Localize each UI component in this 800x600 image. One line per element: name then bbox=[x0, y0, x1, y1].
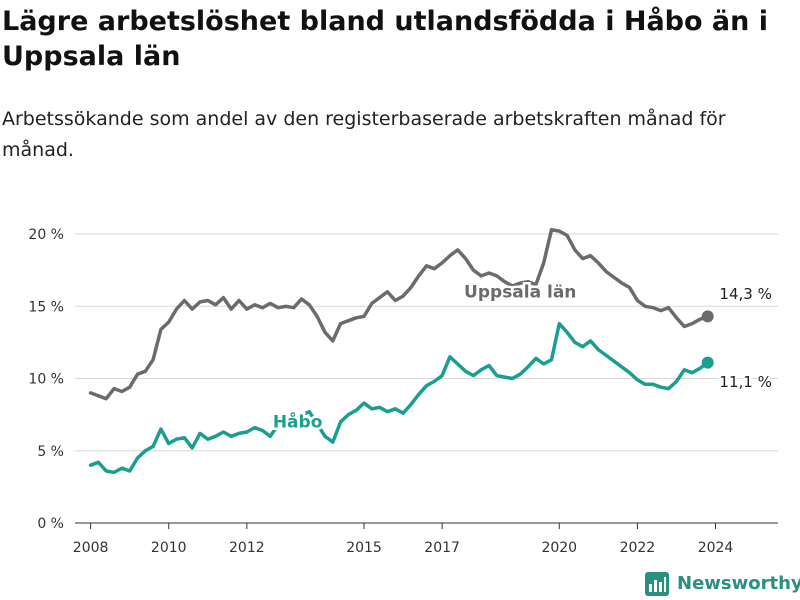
x-tick-label: 2020 bbox=[541, 540, 577, 556]
y-tick-label: 20 % bbox=[28, 227, 64, 243]
series-lines bbox=[88, 227, 714, 475]
chart-subtitle: Arbetssökande som andel av den registerb… bbox=[2, 108, 726, 161]
y-axis-ticks: 0 % 5 % 10 % 15 % 20 % bbox=[28, 227, 64, 532]
end-value-label: 14,3 % bbox=[719, 285, 771, 303]
series-end-point bbox=[701, 310, 714, 323]
series-labels: Uppsala län 14,3 % Håbo 11,1 % bbox=[270, 280, 774, 435]
newsworthy-logo-icon bbox=[645, 572, 669, 596]
newsworthy-logo: Newsworthy bbox=[645, 568, 800, 598]
grid-lines bbox=[75, 233, 778, 452]
series-line bbox=[88, 227, 710, 401]
series-label: Uppsala län bbox=[464, 283, 576, 303]
x-tick-label: 2008 bbox=[73, 540, 109, 556]
y-tick-label: 15 % bbox=[28, 299, 64, 315]
series-line bbox=[88, 321, 710, 475]
x-tick-label: 2015 bbox=[346, 540, 382, 556]
x-tick-label: 2012 bbox=[229, 540, 265, 556]
x-tick-label: 2017 bbox=[424, 540, 460, 556]
x-tick-label: 2010 bbox=[151, 540, 187, 556]
y-tick-label: 0 % bbox=[37, 516, 64, 532]
x-tick-label: 2024 bbox=[698, 540, 734, 556]
x-tick-label: 2022 bbox=[620, 540, 656, 556]
series-end-point bbox=[701, 356, 714, 369]
newsworthy-logo-text: Newsworthy bbox=[677, 572, 800, 594]
series-label: Håbo bbox=[273, 411, 323, 433]
end-value-label: 11,1 % bbox=[719, 373, 771, 391]
chart-title: Lägre arbetslöshet bland utlandsfödda i … bbox=[2, 6, 769, 72]
y-tick-label: 5 % bbox=[37, 444, 64, 460]
y-tick-label: 10 % bbox=[28, 372, 64, 388]
x-axis-ticks: 2008 2010 2012 2015 2017 2020 2022 2024 bbox=[73, 522, 778, 556]
